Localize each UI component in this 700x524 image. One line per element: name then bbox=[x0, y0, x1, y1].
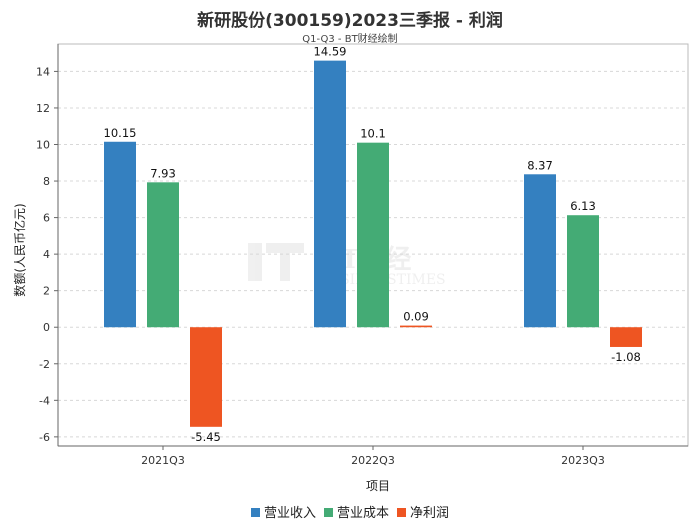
x-tick-label: 2023Q3 bbox=[561, 454, 605, 467]
bar bbox=[314, 60, 346, 328]
y-tick-label: 2 bbox=[43, 285, 50, 298]
bar bbox=[610, 327, 642, 347]
y-tick-label: 12 bbox=[36, 102, 50, 115]
legend-swatch bbox=[323, 508, 333, 517]
bar bbox=[147, 182, 179, 328]
data-label: 10.15 bbox=[104, 126, 137, 140]
watermark: BT财经 BUSINESSTIMES bbox=[248, 243, 446, 288]
legend-swatch bbox=[397, 508, 406, 517]
bar bbox=[567, 215, 599, 328]
x-axis-title: 项目 bbox=[366, 479, 390, 493]
data-label: 6.13 bbox=[570, 199, 596, 213]
y-axis-title: 数额(人民币亿元) bbox=[12, 203, 27, 296]
data-label: 8.37 bbox=[527, 158, 553, 172]
y-tick-label: -4 bbox=[39, 394, 50, 407]
data-labels: 10.15 7.93 -5.45 14.59 10.1 0.09 8.37 6.13 -1.08 bbox=[104, 45, 641, 444]
bar bbox=[524, 174, 556, 328]
x-tick-label: 2021Q3 bbox=[141, 454, 185, 467]
y-tick-label: 10 bbox=[36, 139, 50, 152]
legend-swatch bbox=[250, 508, 260, 517]
y-tick-label: -6 bbox=[39, 431, 50, 444]
chart-title: 新研股份(300159)2023三季报 - 利润 bbox=[197, 11, 503, 31]
y-tick-label: 14 bbox=[36, 65, 50, 78]
legend-label: 净利润 bbox=[410, 506, 450, 521]
legend-item[interactable]: 净利润 bbox=[397, 502, 449, 521]
data-label: -1.08 bbox=[611, 350, 641, 364]
x-tick-label: 2022Q3 bbox=[351, 454, 395, 467]
legend-item[interactable]: 营业收入 bbox=[250, 502, 316, 521]
legend-label: 营业收入 bbox=[263, 506, 316, 521]
legend-label: 营业成本 bbox=[336, 506, 389, 521]
data-label: 14.59 bbox=[314, 45, 347, 59]
axes: -6 -4 -2 0 2 4 6 8 10 12 14 2021Q3 2022Q3 2023Q3 bbox=[36, 43, 689, 467]
bar bbox=[357, 142, 389, 328]
y-tick-label: 4 bbox=[43, 248, 50, 261]
legend: 营业收入 营业成本 净利润 bbox=[0, 502, 700, 521]
bar bbox=[104, 141, 136, 328]
y-tick-label: 8 bbox=[43, 175, 50, 188]
y-tick-label: 0 bbox=[43, 321, 50, 334]
bar bbox=[190, 327, 222, 427]
data-label: 10.1 bbox=[360, 127, 386, 141]
bar bbox=[400, 325, 432, 328]
chart-subtitle: Q1-Q3 - BT财经绘制 bbox=[302, 34, 398, 45]
data-label: -5.45 bbox=[191, 430, 221, 444]
y-tick-label: 6 bbox=[43, 212, 50, 225]
y-tick-label: -2 bbox=[39, 358, 50, 371]
data-label: 0.09 bbox=[403, 310, 429, 324]
bars bbox=[104, 60, 642, 427]
legend-item[interactable]: 营业成本 bbox=[323, 502, 389, 521]
data-label: 7.93 bbox=[150, 166, 176, 180]
